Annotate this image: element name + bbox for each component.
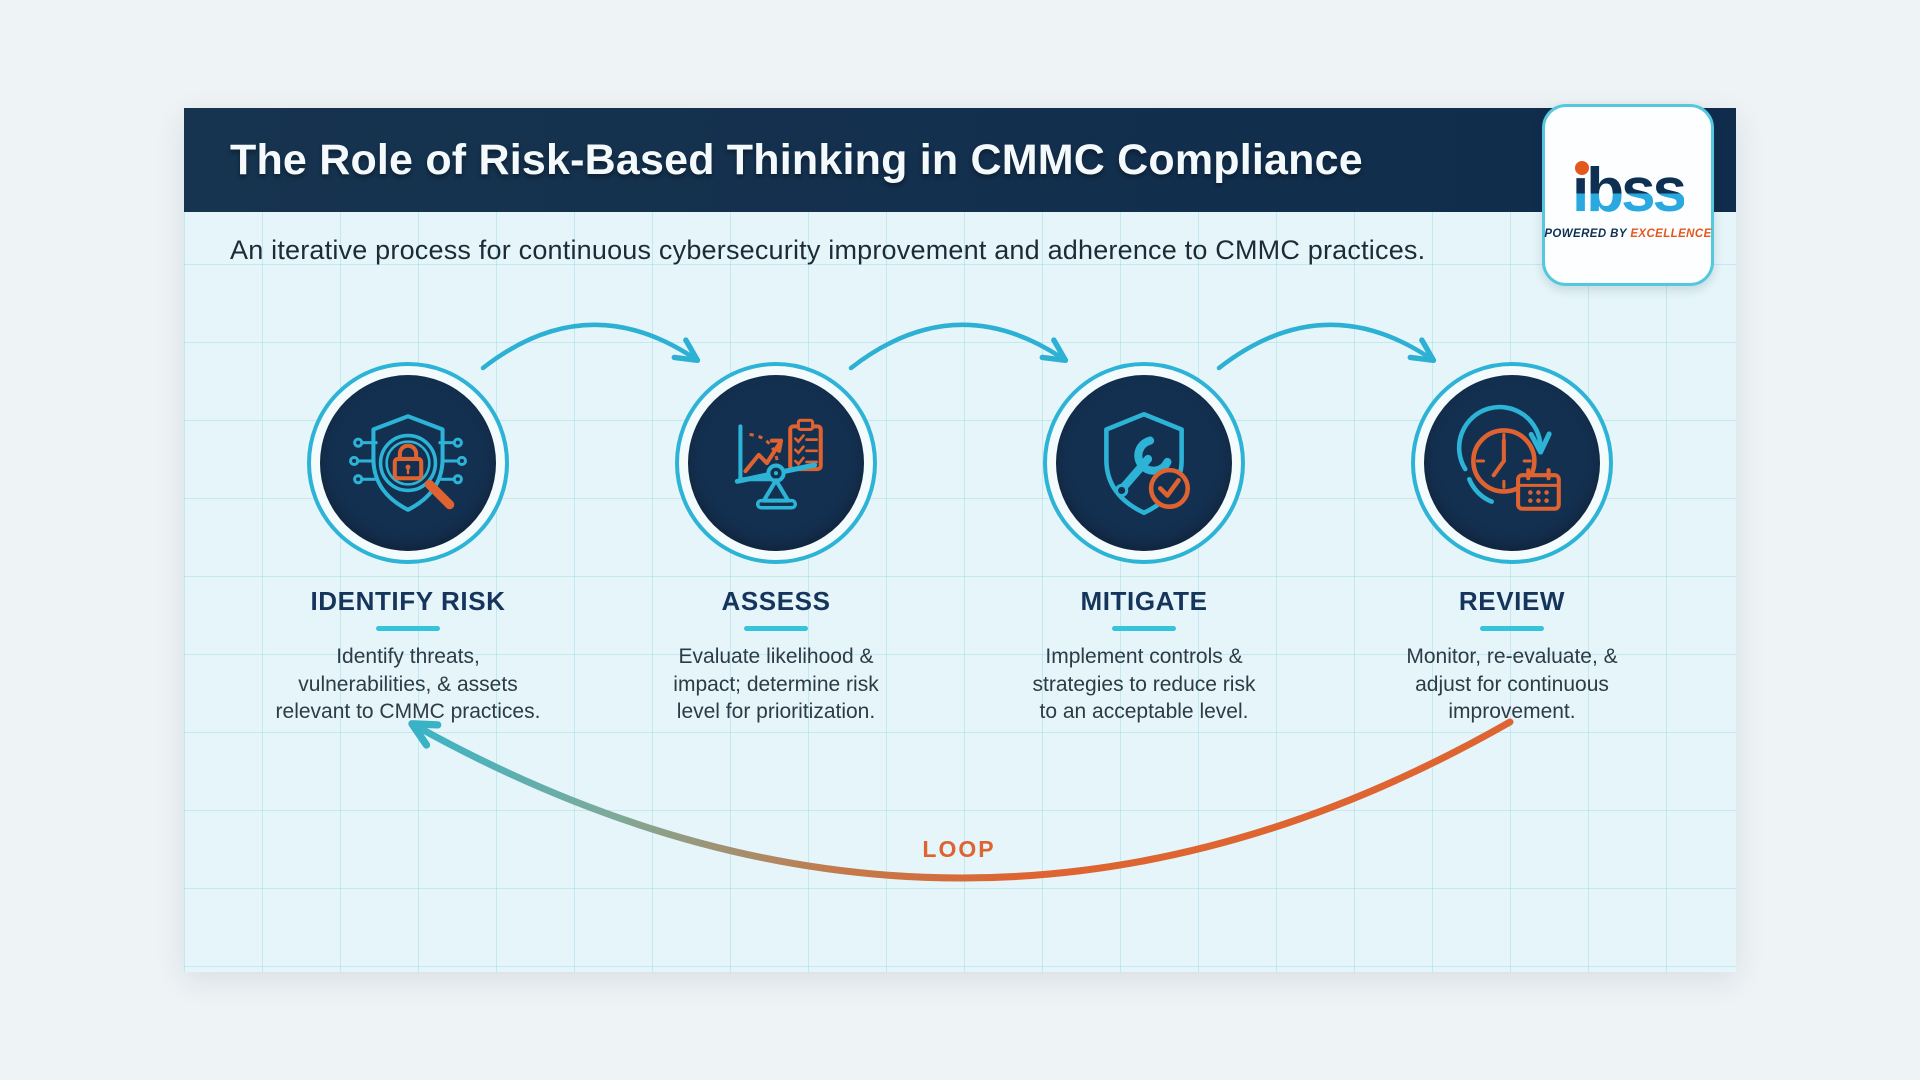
step-circle [307, 362, 509, 564]
step-disc [1056, 375, 1232, 551]
step-review: REVIEW Monitor, re-evaluate, & adjust fo… [1342, 362, 1682, 726]
step-disc [688, 375, 864, 551]
loop-label: LOOP [922, 836, 996, 862]
step-disc [1424, 375, 1600, 551]
clock-refresh-calendar-icon [1456, 404, 1561, 511]
step-identify-risk: IDENTIFY RISK Identify threats, vulnerab… [238, 362, 578, 726]
step-title: IDENTIFY RISK [310, 586, 506, 616]
step-description: Identify threats, vulnerabilities, & ass… [275, 645, 541, 724]
step-circle [1411, 362, 1613, 564]
logo-i-dot-icon [1574, 161, 1589, 175]
logo-tagline-prefix: POWERED BY [1544, 228, 1631, 240]
header-bar: The Role of Risk-Based Thinking in CMMC … [184, 108, 1736, 212]
step-assess: ASSESS Evaluate likelihood & impact; det… [606, 362, 946, 726]
step-circle [1043, 362, 1245, 564]
step-description: Evaluate likelihood & impact; determine … [673, 645, 879, 724]
step-title: REVIEW [1458, 586, 1566, 616]
logo-tagline-highlight: EXCELLENCE [1630, 228, 1712, 240]
infographic-canvas: The Role of Risk-Based Thinking in CMMC … [184, 104, 1736, 972]
step-description: Implement controls & strategies to reduc… [1032, 645, 1256, 724]
step-description: Monitor, re-evaluate, & adjust for conti… [1406, 645, 1618, 724]
step-title: MITIGATE [1080, 586, 1208, 616]
shield-wrench-check-icon [1104, 411, 1191, 516]
shield-lock-magnifier-icon [349, 414, 467, 512]
step-underline [1480, 626, 1544, 631]
logo-tagline: POWERED BY EXCELLENCE [1544, 228, 1711, 240]
step-underline [1112, 626, 1176, 631]
step-title: ASSESS [721, 586, 831, 616]
step-underline [744, 626, 808, 631]
subtitle: An iterative process for continuous cybe… [230, 234, 1426, 265]
ibss-logo: ıbss POWERED BY EXCELLENCE [1542, 104, 1714, 286]
step-disc [320, 375, 496, 551]
step-circle [675, 362, 877, 564]
step-underline [376, 626, 440, 631]
ibss-logo-brand: ıbss [1571, 156, 1687, 225]
page-title: The Role of Risk-Based Thinking in CMMC … [230, 135, 1363, 184]
chart-clipboard-balance-icon [734, 418, 823, 510]
step-mitigate: MITIGATE Implement controls & strategies… [974, 362, 1314, 726]
